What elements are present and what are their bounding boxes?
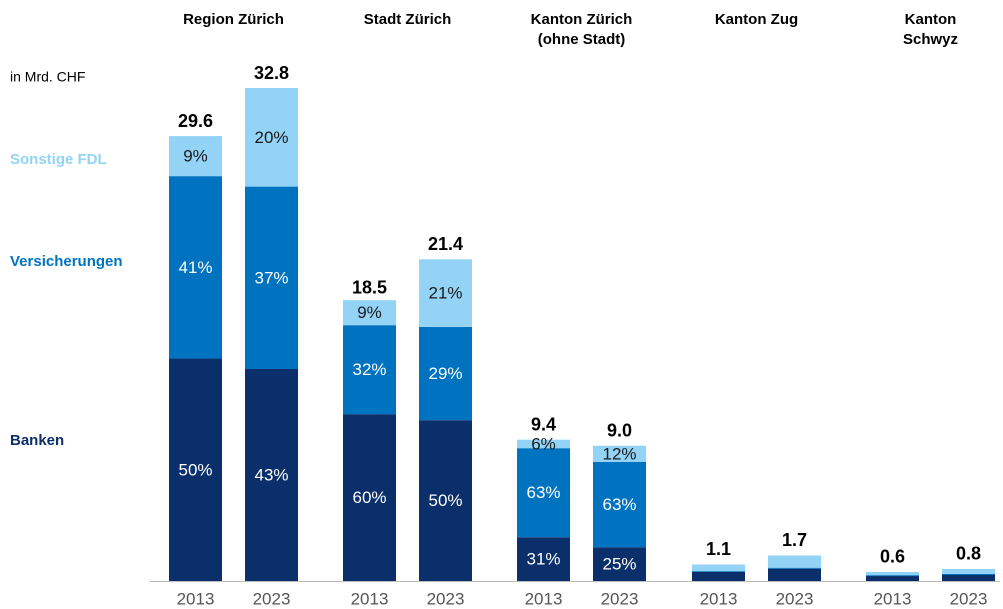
x-tick-label: 2023 — [950, 589, 988, 608]
segment-label: 63% — [526, 483, 560, 502]
segment-label: 29% — [428, 364, 462, 383]
segment-label: 63% — [602, 495, 636, 514]
bar-segment — [692, 571, 745, 572]
group-title: (ohne Stadt) — [538, 31, 626, 48]
x-tick-label: 2013 — [351, 589, 389, 608]
bar-segment — [692, 571, 745, 581]
bar-segment — [245, 369, 298, 581]
segment-label: 50% — [178, 460, 212, 479]
x-tick-label: 2023 — [601, 589, 639, 608]
x-tick-label: 2013 — [525, 589, 563, 608]
total-label: 21.4 — [428, 234, 463, 254]
segment-label: 50% — [428, 491, 462, 510]
total-label: 9.0 — [607, 420, 632, 440]
total-label: 32.8 — [254, 63, 289, 83]
bar-segment — [866, 576, 919, 581]
legend-label: Banken — [10, 432, 64, 449]
bar-segment — [343, 414, 396, 581]
bar-segment — [593, 445, 646, 462]
segment-label: 6% — [531, 434, 556, 453]
bar-segment — [419, 259, 472, 327]
bar-segment — [768, 567, 821, 569]
segment-label: 41% — [178, 258, 212, 277]
segment-label: 9% — [183, 147, 208, 166]
bar-segment — [942, 574, 995, 581]
x-tick-label: 2023 — [253, 589, 291, 608]
unit-label: in Mrd. CHF — [10, 69, 85, 85]
total-label: 1.1 — [706, 539, 731, 559]
segment-label: 9% — [357, 303, 382, 322]
x-tick-label: 2023 — [427, 589, 465, 608]
segment-label: 31% — [526, 550, 560, 569]
x-tick-label: 2013 — [177, 589, 215, 608]
bar-segment — [517, 439, 570, 449]
group-title: Kanton Zürich — [531, 11, 633, 28]
total-label: 1.7 — [782, 530, 807, 550]
bar-segment — [517, 537, 570, 581]
segment-label: 60% — [352, 488, 386, 507]
group-title: Stadt Zürich — [364, 11, 452, 28]
bar-segment — [866, 571, 919, 576]
x-tick-label: 2013 — [874, 589, 912, 608]
group-title: Kanton Zug — [715, 11, 798, 28]
total-label: 0.6 — [880, 547, 905, 567]
total-label: 18.5 — [352, 278, 387, 298]
segment-label: 12% — [602, 444, 636, 463]
bar-segment — [169, 176, 222, 359]
bar-segment — [768, 555, 821, 568]
group-title: Kanton — [905, 11, 957, 28]
bar-segment — [343, 325, 396, 415]
segment-label: 25% — [602, 555, 636, 574]
bar-segment — [343, 300, 396, 326]
bar-segment — [593, 461, 646, 548]
segment-label: 37% — [254, 268, 288, 287]
segment-label: 43% — [254, 465, 288, 484]
bar-segment — [169, 136, 222, 177]
bar-segment — [245, 186, 298, 370]
segment-label: 21% — [428, 284, 462, 303]
total-label: 0.8 — [956, 544, 981, 564]
bar-segment — [169, 358, 222, 581]
bar-segment — [866, 575, 919, 577]
segment-label: 20% — [254, 128, 288, 147]
total-label: 9.4 — [531, 414, 556, 434]
bar-segment — [942, 568, 995, 574]
x-tick-label: 2023 — [776, 589, 814, 608]
legend-label: Versicherungen — [10, 253, 123, 270]
bar-segment — [245, 88, 298, 187]
bar-segment — [419, 420, 472, 581]
bar-segment — [419, 326, 472, 421]
group-title: Schwyz — [903, 31, 958, 48]
bar-segment — [942, 573, 995, 575]
legend-label: Sonstige FDL — [10, 151, 107, 168]
group-title: Region Zürich — [183, 11, 284, 28]
bar-segment — [692, 564, 745, 572]
bar-segment — [593, 547, 646, 581]
total-label: 29.6 — [178, 111, 213, 131]
bar-segment — [517, 448, 570, 538]
x-tick-label: 2013 — [700, 589, 738, 608]
bar-segment — [768, 568, 821, 581]
segment-label: 32% — [352, 360, 386, 379]
